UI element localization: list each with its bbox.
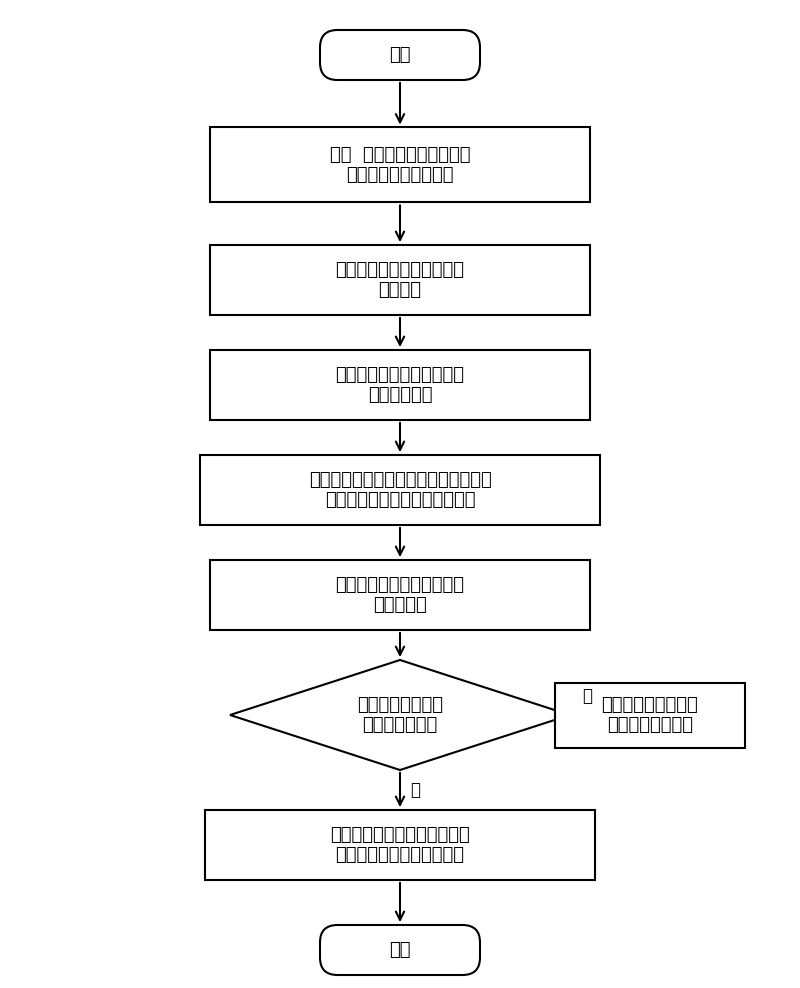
Text: 结束: 结束 [390,941,410,959]
Polygon shape [230,660,570,770]
Text: 认为该点片是主体测
量数据，予以保留: 认为该点片是主体测 量数据，予以保留 [602,696,698,734]
Text: 否: 否 [582,687,592,705]
FancyBboxPatch shape [320,30,480,80]
Text: 将该点云片包含各点数据所对
应的动态数组序号进行标记: 将该点云片包含各点数据所对 应的动态数组序号进行标记 [330,826,470,864]
Text: 依据间隔选项对长方体盒子
进行划分: 依据间隔选项对长方体盒子 进行划分 [335,261,465,299]
Bar [200,455,600,525]
FancyBboxPatch shape [320,925,480,975]
Bar [555,683,745,748]
Bar [210,245,590,315]
Text: 输入  间隔选项与比例大小，
得到点云存储动态数组: 输入 间隔选项与比例大小， 得到点云存储动态数组 [330,145,470,185]
Text: 为点云哈希表开辟内存空间
并进行初始化: 为点云哈希表开辟内存空间 并进行初始化 [335,366,465,404]
Bar [210,560,590,630]
Text: 遍历点云数据，计算每个栅格中存放点
的总数及标记每个点的索引值。: 遍历点云数据，计算每个栅格中存放点 的总数及标记每个点的索引值。 [309,470,491,510]
Text: 开始: 开始 [390,46,410,64]
Text: 遍历栅格，识别每个栅格属
于哪片点云: 遍历栅格，识别每个栅格属 于哪片点云 [335,576,465,615]
Bar [205,810,595,880]
Text: 是: 是 [410,781,420,799]
Bar [210,350,590,420]
Text: 点云片所占比例是
否低于输入值？: 点云片所占比例是 否低于输入值？ [357,696,443,734]
Bar [210,127,590,203]
